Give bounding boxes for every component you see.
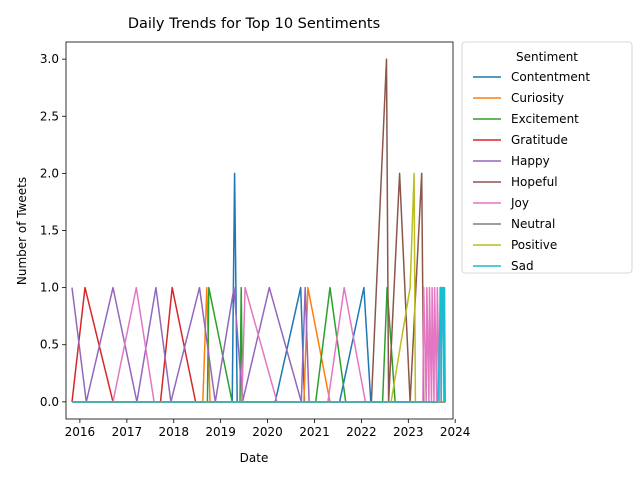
series-line (72, 286, 446, 403)
legend: Sentiment Contentment Curiosity Exciteme… (461, 41, 633, 274)
y-tick-label: 0.0 (40, 395, 59, 409)
chart-title: Daily Trends for Top 10 Sentiments (128, 16, 380, 32)
x-tick-label: 2016 (65, 425, 96, 439)
legend-label: Positive (511, 238, 557, 252)
legend-label: Sad (511, 259, 534, 273)
legend-entries: Contentment Curiosity Excitement Gratitu… (473, 70, 590, 273)
y-tick-label: 3.0 (40, 52, 59, 66)
x-tick-label: 2021 (299, 425, 330, 439)
y-tick-label: 2.0 (40, 166, 59, 180)
legend-label: Excitement (511, 112, 579, 126)
legend-label: Gratitude (511, 133, 568, 147)
y-axis: 0.0 0.5 1.0 1.5 2.0 2.5 3.0 (40, 52, 66, 409)
legend-label: Hopeful (511, 175, 558, 189)
x-axis-label: Date (240, 451, 269, 465)
y-tick-label: 1.0 (40, 281, 59, 295)
y-tick-label: 0.5 (40, 338, 59, 352)
y-tick-label: 1.5 (40, 224, 59, 238)
x-tick-label: 2017 (112, 425, 143, 439)
x-tick-label: 2022 (346, 425, 377, 439)
legend-frame (461, 41, 633, 274)
x-tick-label: 2019 (205, 425, 236, 439)
plot-series-group (71, 58, 446, 403)
legend-label: Curiosity (511, 91, 564, 105)
legend-label: Neutral (511, 217, 555, 231)
x-axis: 2016 2017 2018 2019 2020 2021 2022 2023 2024 (65, 419, 471, 439)
legend-label: Happy (511, 154, 550, 168)
series-line (72, 286, 446, 403)
legend-title: Sentiment (516, 50, 578, 64)
legend-label: Joy (510, 196, 529, 210)
x-tick-label: 2024 (440, 425, 471, 439)
x-tick-label: 2023 (393, 425, 424, 439)
x-tick-label: 2020 (252, 425, 283, 439)
y-tick-label: 2.5 (40, 109, 59, 123)
legend-label: Contentment (511, 70, 590, 84)
x-tick-label: 2018 (158, 425, 189, 439)
y-axis-label: Number of Tweets (15, 177, 29, 285)
series-line (72, 172, 446, 403)
